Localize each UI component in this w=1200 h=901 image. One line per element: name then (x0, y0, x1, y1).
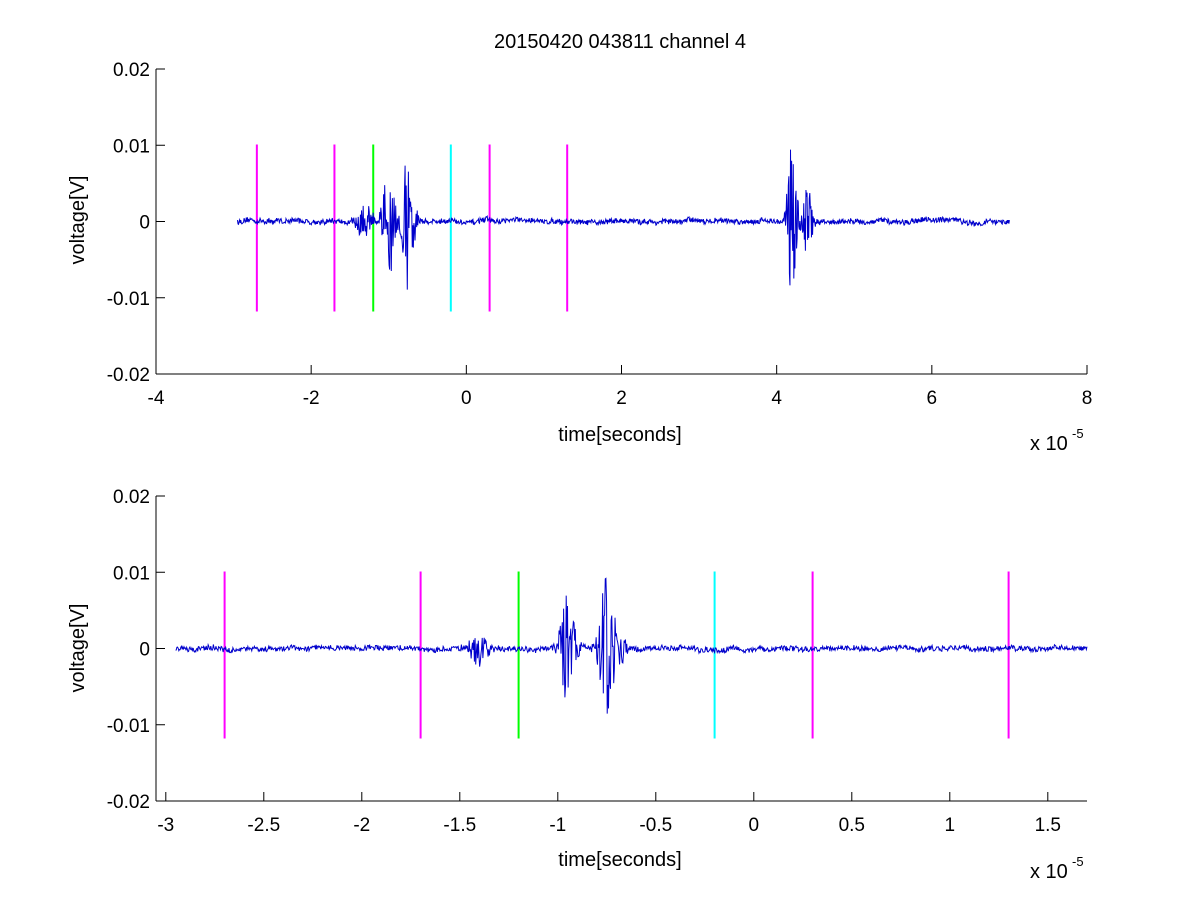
axes: -4 -2 0 2 4 6 8 -0.02 -0.01 0 0.01 0.02 (107, 60, 1093, 409)
x-tick-label: 0 (461, 388, 472, 409)
x-axis-label: time[seconds] (558, 849, 681, 871)
x-tick-label: -1 (549, 815, 566, 836)
y-tick-label: 0 (139, 640, 150, 661)
x-tick-label: 1.5 (1035, 815, 1061, 836)
signal-trace (236, 149, 1010, 290)
y-tick-label: 0.02 (113, 60, 150, 81)
y-tick-label: 0.01 (113, 136, 150, 157)
x-tick-label: 4 (771, 388, 782, 409)
top-chart: 20150420 043811 channel 4 -4 -2 0 2 4 6 8 -0.02… (67, 31, 1092, 455)
signal-line (236, 149, 1010, 290)
x-tick-label: -2 (353, 815, 370, 836)
x-tick-label: 0.5 (839, 815, 865, 836)
signal-line (175, 577, 1088, 714)
x-tick-label: 1 (945, 815, 956, 836)
x-tick-label: 0 (749, 815, 760, 836)
chart-title: 20150420 043811 channel 4 (494, 31, 746, 53)
y-tick-label: 0.01 (113, 563, 150, 584)
x-exponent-power: -5 (1072, 426, 1084, 441)
y-tick-label: 0.02 (113, 487, 150, 508)
x-tick-label: -2 (303, 388, 320, 409)
x-tick-label: 8 (1082, 388, 1093, 409)
x-tick-label: -2.5 (247, 815, 280, 836)
bottom-chart: -3 -2.5 -2 -1.5 -1 -0.5 0 0.5 1 1.5 -0.02 -0.01 0 0.0… (67, 487, 1088, 883)
x-axis-label: time[seconds] (558, 424, 681, 446)
x-tick-label: -0.5 (639, 815, 672, 836)
x-tick-label: -3 (157, 815, 174, 836)
y-axis-label: voltage[V] (67, 176, 89, 265)
y-tick-label: -0.01 (107, 716, 150, 737)
marker-lines (223, 571, 1010, 739)
x-exponent-label: x 10 (1030, 433, 1068, 455)
x-tick-label: 6 (927, 388, 938, 409)
x-exponent-label: x 10 (1030, 861, 1068, 883)
signal-trace (175, 577, 1088, 714)
y-tick-label: -0.02 (107, 792, 150, 813)
y-axis-label: voltage[V] (67, 604, 89, 693)
x-tick-label: -1.5 (443, 815, 476, 836)
x-exponent-power: -5 (1072, 854, 1084, 869)
y-tick-label: -0.02 (107, 365, 150, 386)
y-tick-label: -0.01 (107, 289, 150, 310)
marker-lines (255, 144, 569, 312)
x-tick-label: 2 (616, 388, 627, 409)
axes: -3 -2.5 -2 -1.5 -1 -0.5 0 0.5 1 1.5 -0.02 -0.01 0 0.0… (107, 487, 1087, 836)
y-tick-label: 0 (139, 213, 150, 234)
x-tick-label: -4 (148, 388, 165, 409)
